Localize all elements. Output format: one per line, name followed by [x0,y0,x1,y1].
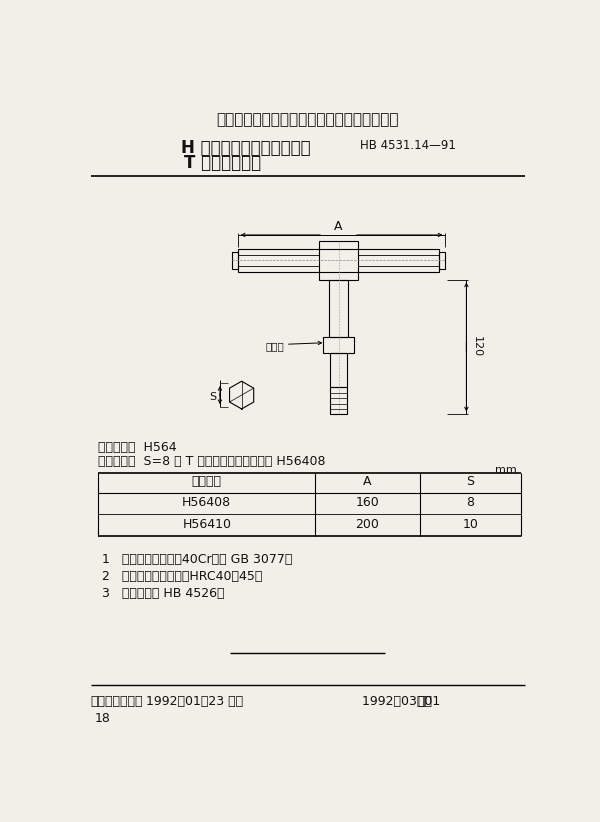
Text: 1992－01－23 发布: 1992－01－23 发布 [142,695,243,709]
Bar [329,279,348,337]
Text: A: A [334,220,343,233]
Text: 8: 8 [466,496,474,509]
Text: 实施: 实施 [417,695,432,709]
Text: H56410: H56410 [182,518,231,530]
Text: T 形内六角扳手: T 形内六角扳手 [184,154,261,172]
Text: 3   技术条件按 HB 4526。: 3 技术条件按 HB 4526。 [102,587,224,600]
Text: 标记代号: 标记代号 [192,475,222,488]
Text: 航空航天工业部: 航空航天工业部 [91,695,143,709]
Bar [238,249,439,272]
Text: HB 4531.14—91: HB 4531.14—91 [361,139,456,152]
Text: mm: mm [495,465,517,475]
Bar [232,252,238,269]
Text: 分类代号：  H564: 分类代号： H564 [98,441,177,455]
Text: 1   主要零件的材料：40Cr，按 GB 3077。: 1 主要零件的材料：40Cr，按 GB 3077。 [102,553,293,566]
Bar [330,387,347,414]
Text: 10: 10 [463,518,478,530]
Text: 2   主要零件的热处理：HRC40～45。: 2 主要零件的热处理：HRC40～45。 [102,570,263,583]
Text: 160: 160 [356,496,379,509]
Bar [319,241,358,279]
Bar [330,353,347,387]
Text: 120: 120 [472,336,482,358]
Text: H56408: H56408 [182,496,232,509]
Text: 中华人民共和国航空航天工业部航空工业标准: 中华人民共和国航空航天工业部航空工业标准 [216,113,399,127]
Text: 18: 18 [94,713,110,725]
Text: A: A [364,475,372,488]
Bar [439,252,445,269]
Text: S: S [466,475,474,488]
Text: 标刻处: 标刻处 [265,341,284,351]
Text: H 型孔系组合夹具系统附件: H 型孔系组合夹具系统附件 [181,139,310,157]
Text: 标记示例：  S=8 的 T 型内六角扳手的标记为 H56408: 标记示例： S=8 的 T 型内六角扳手的标记为 H56408 [98,455,326,469]
Text: 200: 200 [356,518,380,530]
Bar [323,337,354,353]
Text: S: S [210,391,217,402]
Text: 1992－03－01: 1992－03－01 [362,695,444,709]
